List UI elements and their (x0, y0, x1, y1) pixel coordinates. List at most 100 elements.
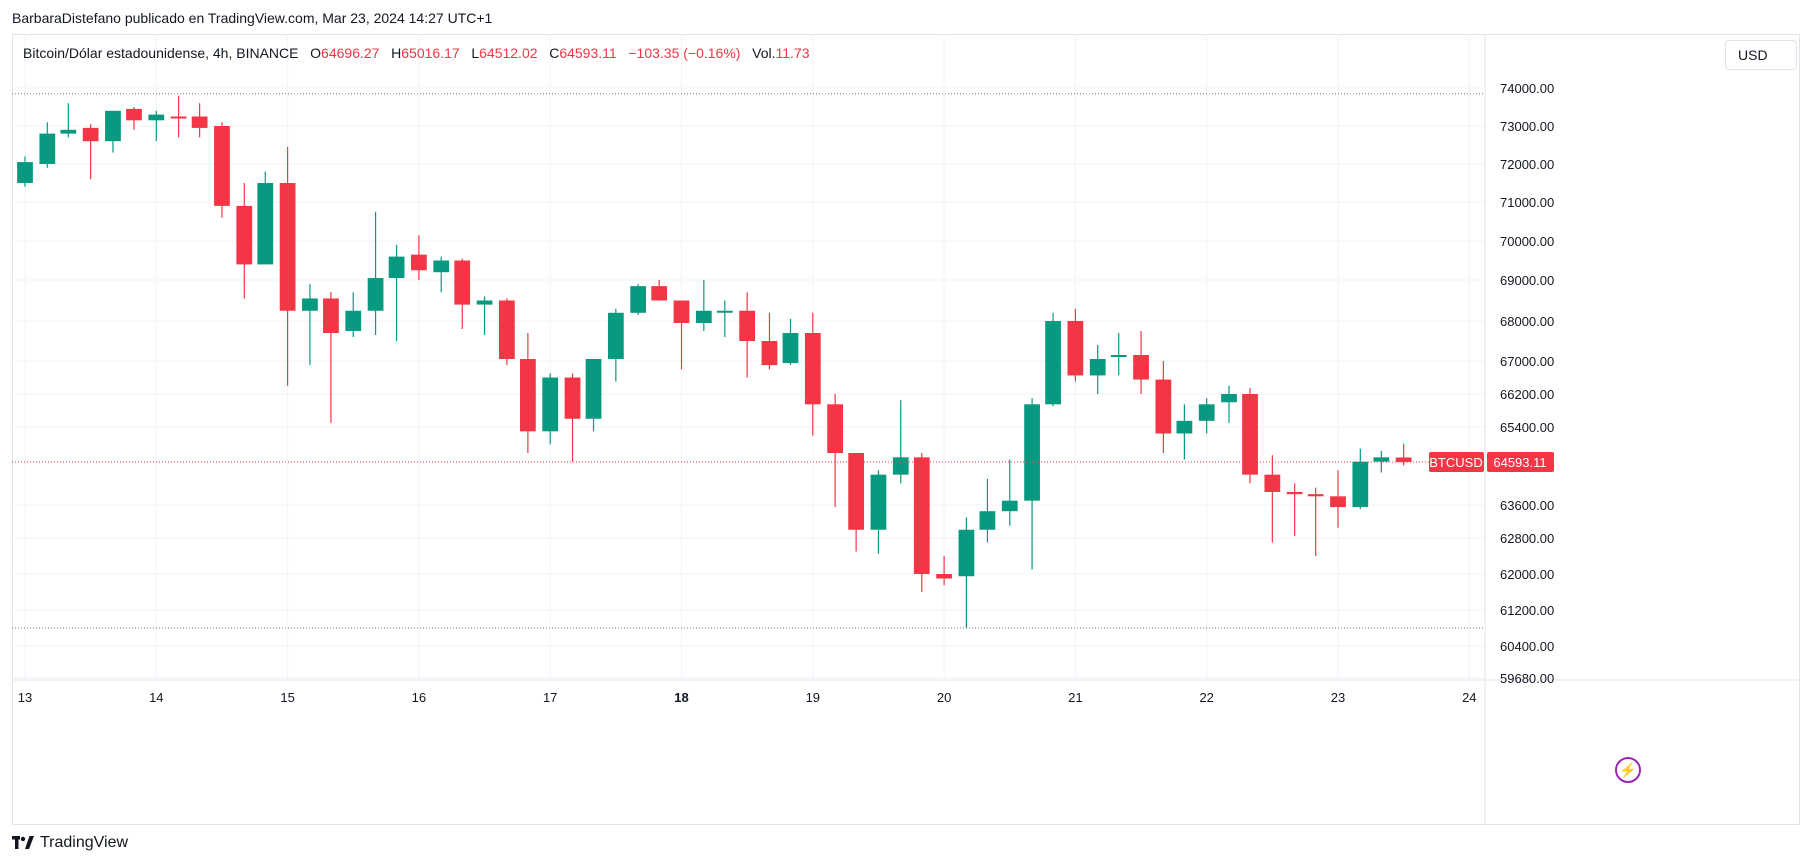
dotted-levels (12, 93, 1485, 629)
candle (60, 103, 77, 138)
candle (913, 453, 930, 592)
candle (126, 107, 142, 130)
candle (411, 235, 427, 280)
candle (236, 183, 253, 299)
candle (82, 124, 99, 180)
legend-volume-label: Vol. (752, 45, 776, 61)
candle (607, 308, 624, 382)
candle (1330, 470, 1346, 528)
x-tick-label: 19 (806, 690, 820, 705)
y-tick-label: 66200.00 (1500, 387, 1554, 402)
candle-body (1198, 404, 1215, 421)
candle-body (1330, 496, 1346, 508)
candle-body (913, 457, 930, 574)
legend-volume-value: 11.73 (775, 45, 810, 61)
candle (1307, 487, 1324, 556)
candle (1089, 345, 1106, 394)
candle (585, 359, 602, 432)
candle-body (1089, 359, 1106, 376)
candle-body (1286, 492, 1303, 495)
candle (979, 479, 996, 543)
candle-body (716, 310, 733, 313)
candle (1024, 398, 1040, 570)
x-tick-label: 13 (18, 690, 32, 705)
candle-body (323, 298, 339, 333)
candle (323, 292, 339, 423)
candle (191, 103, 208, 138)
candle-body (1045, 321, 1061, 405)
candle (564, 373, 581, 462)
candle-body (1264, 474, 1281, 492)
candle (761, 312, 778, 370)
candle (433, 256, 450, 293)
candle-body (804, 333, 821, 405)
footer-logo[interactable]: TradingView (12, 834, 128, 852)
symbol-tag-bg (1429, 451, 1484, 472)
publication-attribution: BarbaraDistefano publicado en TradingVie… (12, 10, 493, 26)
candle-body (1242, 394, 1258, 475)
candle-body (673, 300, 690, 323)
candle-body (126, 108, 142, 121)
last-price-tag-bg (1487, 451, 1554, 472)
grid-layer (12, 34, 1800, 825)
candle-body (695, 310, 712, 323)
candle-body (892, 457, 909, 475)
candle-body (542, 377, 559, 432)
candle (148, 110, 165, 142)
x-tick-label: 15 (280, 690, 294, 705)
candle (1373, 450, 1390, 473)
candle (892, 400, 909, 484)
tradingview-logo-icon (12, 836, 34, 849)
candle-body (411, 254, 427, 271)
x-tick-label: 16 (412, 690, 426, 705)
candle (827, 394, 843, 508)
candle-body (630, 286, 647, 313)
price-axis: 74000.00 73000.00 72000.00 71000.00 70000.00… (1500, 81, 1554, 686)
x-tick-label: 18 (674, 690, 688, 705)
legend-open-label: O (310, 45, 322, 61)
symbol-legend: Bitcoin/Dólar estadounidense, 4h, BINANC… (23, 45, 809, 61)
candle (739, 292, 756, 378)
candle (367, 211, 384, 335)
candle (170, 95, 187, 138)
legend-low-label: L (471, 45, 480, 61)
y-tick-label: 73000.00 (1500, 119, 1554, 134)
candle-body (60, 129, 77, 134)
candle (542, 373, 559, 445)
candle-body (82, 127, 99, 142)
x-tick-label: 21 (1068, 690, 1082, 705)
candle (214, 122, 230, 218)
candle (848, 453, 865, 552)
candle-body (520, 359, 536, 432)
candle-body (651, 286, 668, 301)
candle (630, 284, 647, 315)
y-tick-label: 72000.00 (1500, 157, 1554, 172)
flash-icon[interactable]: ⚡ (1615, 757, 1641, 783)
candle (870, 470, 887, 554)
candle (1155, 361, 1172, 453)
legend-low-value: 64512.02 (479, 45, 538, 61)
candle-body (870, 474, 887, 530)
candle-body (1133, 355, 1149, 380)
x-tick-label: 23 (1331, 690, 1345, 705)
candle (958, 517, 975, 628)
candle-body (564, 377, 581, 419)
candle (1110, 333, 1127, 376)
y-tick-label: 68000.00 (1500, 314, 1554, 329)
y-tick-label: 69000.00 (1500, 273, 1554, 288)
candle (1067, 308, 1084, 382)
candle-body (761, 341, 778, 366)
chart-frame (12, 34, 1800, 825)
y-tick-label: 70000.00 (1500, 234, 1554, 249)
footer-logo-text: TradingView (40, 834, 129, 851)
candle (1198, 398, 1215, 434)
y-tick-label: 74000.00 (1500, 81, 1554, 96)
candle-body (607, 312, 624, 359)
currency-button[interactable]: USD (1725, 40, 1797, 70)
x-tick-label: 14 (149, 690, 163, 705)
candle (1045, 312, 1061, 407)
candle-body (279, 183, 296, 311)
candle (476, 296, 493, 335)
candle-body (1373, 457, 1390, 462)
